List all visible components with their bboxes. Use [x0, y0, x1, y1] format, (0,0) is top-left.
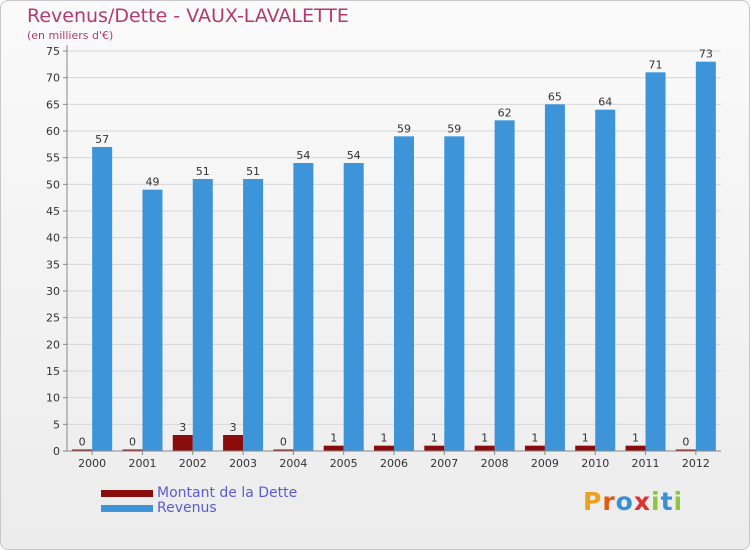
y-tick-label: 25	[46, 312, 60, 325]
x-tick-label: 2009	[531, 457, 559, 470]
bar-dette	[575, 445, 596, 451]
bar-dette	[424, 445, 445, 451]
value-label-dette: 1	[481, 432, 488, 445]
bar-dette	[474, 445, 495, 451]
logo-letter: P	[583, 487, 603, 516]
legend-label-dette: Montant de la Dette	[157, 485, 298, 501]
y-tick-label: 10	[46, 392, 60, 405]
y-tick-label: 40	[46, 232, 60, 245]
x-tick-label: 2011	[632, 457, 660, 470]
value-label-revenus: 64	[598, 96, 612, 109]
value-label-dette: 0	[682, 436, 689, 449]
y-tick-label: 70	[46, 72, 60, 85]
y-tick-label: 15	[46, 365, 60, 378]
y-tick-label: 0	[53, 445, 60, 458]
value-label-revenus: 59	[397, 122, 411, 135]
bar-dette	[172, 435, 193, 451]
y-tick-label: 65	[46, 98, 60, 111]
x-tick-label: 2010	[581, 457, 609, 470]
x-tick-label: 2012	[682, 457, 710, 470]
legend-swatch-revenus	[101, 505, 153, 512]
bar-revenus	[192, 179, 213, 451]
value-label-dette: 0	[79, 436, 86, 449]
bar-dette	[625, 445, 646, 451]
bar-dette	[223, 435, 244, 451]
proxiti-logo: Proxiti	[583, 487, 683, 516]
bar-dette	[374, 445, 394, 451]
value-label-revenus: 65	[548, 90, 562, 103]
value-label-revenus: 51	[196, 165, 210, 178]
x-tick-label: 2004	[279, 457, 307, 470]
bar-dette	[524, 445, 545, 451]
bar-revenus	[645, 72, 666, 451]
bar-dette	[122, 449, 143, 451]
y-tick-label: 55	[46, 152, 60, 165]
y-tick-label: 50	[46, 178, 60, 191]
bar-revenus	[343, 163, 364, 451]
bar-revenus	[92, 147, 113, 451]
value-label-revenus: 73	[699, 48, 713, 61]
x-tick-label: 2006	[380, 457, 408, 470]
bar-revenus	[544, 104, 565, 451]
x-tick-label: 2003	[229, 457, 257, 470]
value-label-dette: 1	[531, 432, 538, 445]
bar-dette	[675, 449, 696, 451]
bar-revenus	[444, 136, 465, 452]
legend-label-revenus: Revenus	[157, 500, 217, 516]
x-tick-label: 2005	[330, 457, 358, 470]
y-tick-label: 45	[46, 205, 60, 218]
logo-letter: o	[615, 487, 634, 516]
y-tick-label: 5	[53, 418, 60, 431]
chart-title: Revenus/Dette - VAUX-LAVALETTE	[27, 5, 349, 27]
bar-dette	[72, 449, 93, 451]
x-tick-label: 2007	[430, 457, 458, 470]
bar-revenus	[243, 179, 264, 451]
y-tick-label: 20	[46, 338, 60, 351]
bar-dette	[323, 445, 344, 451]
value-label-revenus: 57	[95, 133, 109, 146]
bar-revenus	[695, 61, 716, 452]
y-tick-label: 30	[46, 285, 60, 298]
y-tick-label: 60	[46, 125, 60, 138]
y-tick-label: 35	[46, 258, 60, 271]
value-label-revenus: 51	[246, 165, 260, 178]
bar-revenus	[394, 136, 414, 452]
value-label-dette: 0	[280, 436, 287, 449]
value-label-revenus: 71	[649, 58, 663, 71]
logo-letter: x	[633, 487, 651, 516]
x-tick-label: 2001	[128, 457, 156, 470]
chart-subtitle: (en milliers d'€)	[27, 29, 114, 42]
x-tick-label: 2000	[78, 457, 106, 470]
bar-revenus	[595, 109, 616, 452]
value-label-revenus: 54	[296, 149, 310, 162]
value-label-dette: 3	[179, 421, 186, 434]
bar-dette	[273, 449, 294, 451]
value-label-dette: 1	[632, 432, 639, 445]
logo-letter: i	[673, 487, 684, 516]
logo-letter: i	[651, 487, 661, 516]
value-label-dette: 1	[381, 432, 388, 445]
bar-revenus	[293, 163, 314, 451]
value-label-dette: 3	[230, 421, 237, 434]
value-label-revenus: 59	[447, 122, 461, 135]
value-label-dette: 1	[582, 432, 589, 445]
value-label-dette: 1	[330, 432, 337, 445]
bar-revenus	[494, 120, 515, 451]
value-label-revenus: 62	[498, 106, 512, 119]
value-label-revenus: 49	[145, 176, 159, 189]
y-tick-label: 75	[46, 45, 60, 58]
x-tick-label: 2008	[481, 457, 509, 470]
value-label-dette: 0	[129, 436, 136, 449]
x-tick-label: 2002	[179, 457, 207, 470]
logo-letter: t	[660, 487, 674, 516]
legend-swatch-dette	[101, 490, 153, 497]
bar-chart: 0510152025303540455055606570750572000049…	[46, 45, 721, 470]
bar-revenus	[142, 189, 163, 451]
logo-letter: r	[602, 487, 616, 516]
value-label-revenus: 54	[347, 149, 361, 162]
value-label-dette: 1	[431, 432, 438, 445]
